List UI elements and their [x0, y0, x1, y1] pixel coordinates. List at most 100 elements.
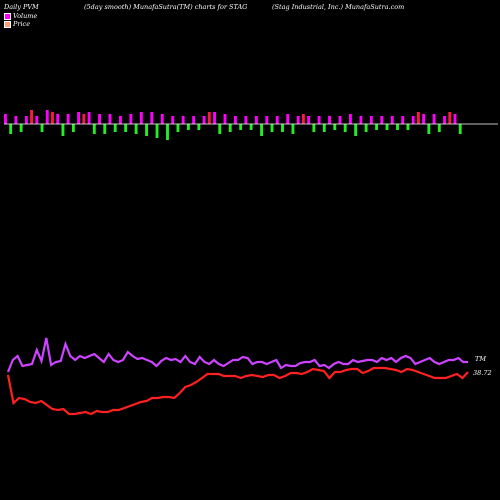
volume-bar [234, 116, 237, 124]
chart-title-left: Daily PVM [4, 3, 39, 11]
volume-bar [328, 116, 331, 124]
price-end-label: 38.72 [473, 369, 492, 377]
volume-bar [160, 114, 164, 124]
volume-bar [223, 114, 227, 124]
legend-volume-label: Volume [13, 12, 38, 20]
legend-price: Price [4, 20, 30, 28]
volume-bar [312, 124, 316, 132]
volume-bar [56, 114, 60, 124]
volume-bar [254, 116, 258, 124]
volume-bar [317, 116, 321, 124]
volume-bar [176, 124, 180, 132]
volume-bar [166, 124, 169, 140]
volume-bar [124, 124, 128, 132]
volume-bar [359, 116, 363, 124]
volume-bar [396, 124, 399, 130]
volume-bar [239, 124, 243, 130]
volume-bar [192, 116, 196, 124]
legend-price-label: Price [13, 20, 31, 28]
volume-bar [244, 116, 248, 124]
volume-bar [354, 124, 358, 136]
volume-bar [411, 116, 415, 124]
volume-bar [249, 124, 253, 130]
volume-bar [380, 116, 384, 124]
legend-price-swatch [4, 20, 11, 28]
volume-bar [213, 112, 216, 124]
volume-bar [45, 110, 49, 124]
volume-bar [401, 116, 405, 124]
volume-bar [406, 124, 410, 130]
volume-bar [66, 114, 70, 124]
volume-bar [390, 116, 394, 124]
volume-bar [307, 116, 311, 124]
volume-bar [416, 112, 420, 124]
volume-bar [145, 124, 149, 136]
volume-bar [134, 124, 138, 134]
volume-bar [35, 116, 39, 124]
volume-bar [296, 116, 300, 124]
volume-bar [343, 124, 347, 132]
volume-bar [171, 116, 175, 124]
volume-bar [422, 114, 426, 124]
volume-bar [92, 124, 96, 134]
volume-bar [150, 112, 154, 124]
volume-bar [270, 124, 274, 132]
volume-bar [119, 116, 122, 124]
volume-bar [40, 124, 44, 132]
volume-bar [448, 112, 452, 124]
volume-bar [437, 124, 441, 132]
volume-bar [9, 124, 13, 134]
volume-bar [228, 124, 232, 132]
volume-bar [432, 114, 436, 124]
volume-bar [286, 114, 290, 124]
price-line [6, 366, 469, 416]
pvm-end-label: TM [475, 355, 486, 363]
volume-bar [364, 124, 368, 132]
volume-bar [375, 124, 379, 130]
volume-bar [51, 112, 54, 124]
volume-bars [4, 110, 462, 140]
volume-bar [108, 114, 112, 124]
volume-bar [427, 124, 431, 134]
volume-bar [98, 114, 101, 124]
volume-bar [71, 124, 75, 132]
volume-bar [291, 124, 295, 134]
volume-bar [113, 124, 117, 132]
volume-bar [443, 116, 446, 124]
volume-bar [4, 114, 7, 124]
volume-bar [197, 124, 201, 130]
volume-bar [61, 124, 65, 136]
volume-bar [385, 124, 389, 130]
volume-bar [82, 114, 86, 124]
volume-bar [349, 114, 352, 124]
volume-bar [202, 116, 206, 124]
volume-bar [139, 112, 143, 124]
volume-bar [24, 116, 28, 124]
volume-bar [103, 124, 107, 134]
volume-bar [458, 124, 462, 134]
legend-volume-swatch [4, 12, 11, 20]
volume-bar [129, 114, 133, 124]
volume-bar [275, 116, 279, 124]
chart-title-right: (Stag Industrial, Inc.) MunafaSutra.com [272, 3, 405, 11]
volume-bar [301, 114, 305, 124]
legend-volume: Volume [4, 12, 37, 20]
volume-bar [155, 124, 159, 138]
volume-bar [369, 116, 373, 124]
volume-bar [260, 124, 264, 136]
volume-bar [186, 124, 190, 130]
volume-bar [281, 124, 284, 132]
volume-bar [207, 112, 211, 124]
volume-bar [338, 116, 342, 124]
volume-bar [265, 116, 269, 124]
volume-bar [87, 112, 91, 124]
volume-bar [322, 124, 326, 132]
volume-bar [19, 124, 23, 132]
volume-bar [181, 116, 185, 124]
volume-bar [453, 114, 457, 124]
pvm-line [6, 337, 468, 373]
chart-title-middle: (5day smooth) MunafaSutra(TM) charts for… [84, 3, 248, 11]
volume-bar [218, 124, 222, 134]
volume-bar [77, 112, 81, 124]
